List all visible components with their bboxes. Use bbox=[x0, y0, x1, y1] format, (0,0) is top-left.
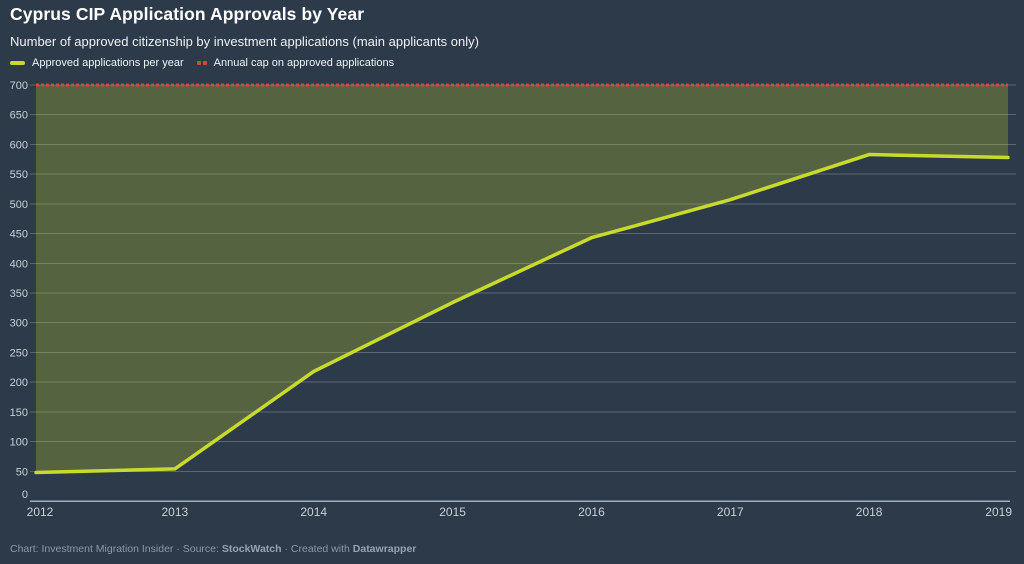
x-axis-label: 2018 bbox=[856, 505, 883, 519]
y-axis-label: 700 bbox=[10, 80, 28, 92]
x-axis-label: 2017 bbox=[717, 505, 744, 519]
line-swatch-icon bbox=[10, 61, 25, 65]
x-axis-label: 2016 bbox=[578, 505, 605, 519]
y-axis-label: 150 bbox=[10, 407, 28, 419]
chart-subtitle: Number of approved citizenship by invest… bbox=[10, 34, 479, 49]
legend-label: Approved applications per year bbox=[32, 57, 184, 69]
y-axis-label: 50 bbox=[16, 466, 28, 478]
footer-text: Chart: Investment Migration Insider · So… bbox=[10, 543, 222, 555]
y-axis-label: 500 bbox=[10, 199, 28, 211]
chart-footer: Chart: Investment Migration Insider · So… bbox=[10, 543, 416, 555]
x-axis-label: 2014 bbox=[300, 505, 327, 519]
series-line bbox=[34, 152, 1010, 475]
y-axis-label: 250 bbox=[10, 347, 28, 359]
y-axis-label: 450 bbox=[10, 229, 28, 241]
x-axis-label: 2015 bbox=[439, 505, 466, 519]
legend-item-approved: Approved applications per year bbox=[10, 57, 184, 69]
footer-text: · Created with bbox=[281, 543, 353, 555]
dots-swatch-icon bbox=[196, 61, 207, 65]
legend-item-cap: Annual cap on approved applications bbox=[196, 57, 395, 69]
y-axis-label: 550 bbox=[10, 169, 28, 181]
legend: Approved applications per year Annual ca… bbox=[10, 57, 394, 69]
y-axis-label: 0 bbox=[22, 489, 28, 501]
x-axis-label: 2012 bbox=[27, 505, 54, 519]
y-axis-label: 100 bbox=[10, 437, 28, 449]
footer-bold-text: Datawrapper bbox=[352, 543, 417, 555]
x-axis-label: 2019 bbox=[985, 505, 1012, 519]
footer-bold-text: StockWatch bbox=[221, 543, 282, 555]
y-axis-label: 600 bbox=[10, 139, 28, 151]
cap-area-fill bbox=[36, 85, 1008, 473]
y-axis-label: 400 bbox=[10, 258, 28, 270]
y-axis-label: 300 bbox=[10, 318, 28, 330]
legend-label: Annual cap on approved applications bbox=[213, 57, 395, 69]
y-axis-label: 650 bbox=[10, 110, 28, 122]
x-axis-label: 2013 bbox=[162, 505, 189, 519]
y-axis-label: 350 bbox=[10, 288, 28, 300]
chart-title: Cyprus CIP Application Approvals by Year bbox=[10, 4, 365, 24]
y-axis-label: 200 bbox=[10, 377, 28, 389]
